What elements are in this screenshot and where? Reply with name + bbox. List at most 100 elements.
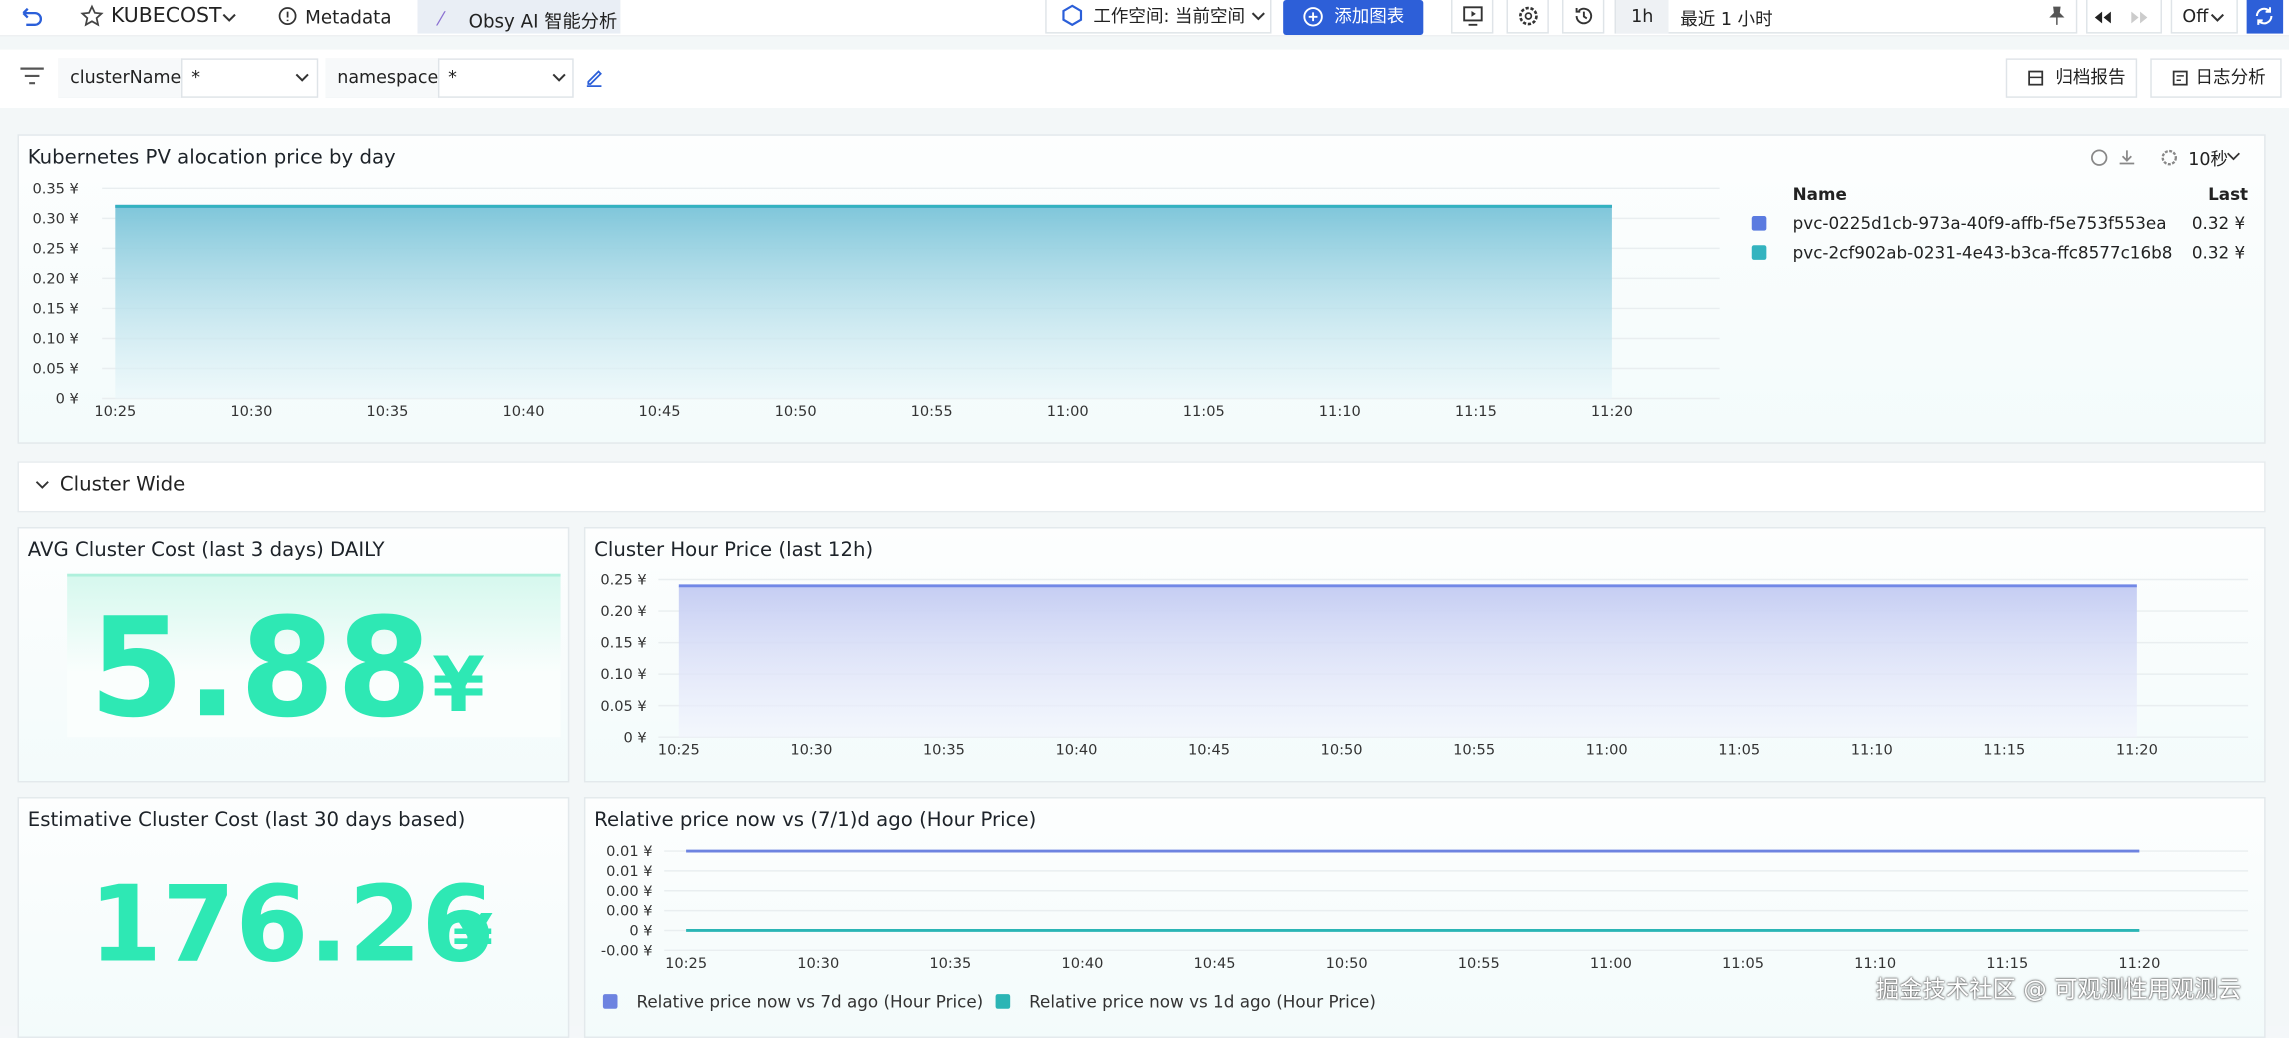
- y-tick-label: 0 ¥: [56, 391, 79, 408]
- workspace-icon: [1062, 4, 1083, 27]
- stat-value: 5.88: [89, 589, 434, 749]
- refresh-label: Off: [2182, 5, 2209, 27]
- x-tick-label: 10:35: [923, 742, 965, 759]
- filter-value[interactable]: *: [191, 67, 200, 88]
- x-tick-label: 10:40: [1061, 955, 1103, 972]
- y-tick-label: 0.35 ¥: [32, 180, 78, 197]
- time-range[interactable]: [1614, 0, 2078, 34]
- filter-icon[interactable]: [19, 66, 45, 86]
- x-tick-label: 11:05: [1722, 955, 1764, 972]
- add-chart-button[interactable]: 添加图表: [1283, 0, 1424, 36]
- info-icon: [278, 7, 297, 25]
- workspace-select[interactable]: 工作空间: 当前空间: [1045, 0, 1272, 34]
- section-row[interactable]: [17, 461, 2266, 513]
- x-tick-label: 10:55: [1453, 742, 1495, 759]
- settings-button[interactable]: [1506, 0, 1549, 34]
- y-tick-label: 0.05 ¥: [32, 361, 78, 378]
- x-tick-label: 10:30: [790, 742, 832, 759]
- panel-title: Relative price now vs (7/1)d ago (Hour P…: [594, 808, 1037, 833]
- x-tick-label: 11:20: [2116, 742, 2158, 759]
- chevron: [2210, 13, 2224, 22]
- legend-label: Relative price now vs 1d ago (Hour Price…: [1029, 991, 1376, 1011]
- y-tick-label: 0.25 ¥: [32, 240, 78, 257]
- legend-label: pvc-0225d1cb-973a-40f9-affb-f5e753f553ea: [1793, 213, 2167, 233]
- x-tick-label: 10:40: [502, 403, 544, 420]
- star-icon[interactable]: [80, 4, 104, 27]
- interval[interactable]: 10秒: [2188, 148, 2229, 170]
- x-tick-label: 10:45: [1194, 955, 1236, 972]
- chevron: [552, 73, 566, 82]
- app-name[interactable]: KUBECOST: [110, 4, 222, 28]
- y-tick-label: 0.05 ¥: [600, 698, 646, 715]
- stat-unit: ¥: [452, 903, 494, 971]
- y-tick-label: 0.00 ¥: [606, 883, 652, 900]
- refresh-select[interactable]: Off: [2170, 0, 2238, 34]
- refresh-icon: [2255, 7, 2273, 25]
- filter-label: clusterName: [58, 58, 183, 98]
- y-tick-label: 0.00 ¥: [606, 903, 652, 920]
- watermark: 掘金技术社区 @ 可观测性用观测云: [1875, 975, 2242, 1003]
- x-tick-label: 11:20: [1591, 403, 1633, 420]
- archive-label: 归档报告: [2055, 67, 2126, 88]
- back-icon[interactable]: [18, 4, 44, 30]
- x-tick-label: 10:35: [929, 955, 971, 972]
- panel-title: Kubernetes PV alocation price by day: [27, 145, 396, 170]
- log-button[interactable]: 日志分析: [2150, 58, 2282, 98]
- panel: Relative price now vs (7/1)d ago (Hour P…: [583, 797, 2266, 1038]
- range-short[interactable]: 1h: [1615, 0, 1669, 34]
- area-fill: [115, 206, 1612, 399]
- pin-icon[interactable]: [2047, 6, 2067, 26]
- x-tick-label: 10:50: [775, 403, 817, 420]
- x-tick-label: 10:25: [658, 742, 700, 759]
- panel-title: AVG Cluster Cost (last 3 days) DAILY: [27, 538, 385, 563]
- plus-icon: [1303, 7, 1323, 27]
- x-tick-label: 11:05: [1183, 403, 1225, 420]
- y-tick-label: 0.10 ¥: [600, 666, 646, 683]
- chevron[interactable]: [220, 10, 238, 25]
- legend-swatch: [995, 994, 1011, 1009]
- log-icon: [2172, 70, 2188, 86]
- x-tick-label: 10:50: [1326, 955, 1368, 972]
- stat-bg: [67, 573, 561, 738]
- legend-swatch: [1751, 216, 1767, 231]
- y-tick-label: 0 ¥: [624, 729, 647, 746]
- x-tick-label: 10:50: [1321, 742, 1363, 759]
- stat-panel: AVG Cluster Cost (last 3 days) DAILY 5.8…: [17, 526, 570, 783]
- x-tick-label: 11:15: [1983, 742, 2025, 759]
- x-tick-label: 11:20: [2118, 955, 2160, 972]
- present-button[interactable]: [1451, 0, 1494, 34]
- y-tick-label: -0.00 ¥: [601, 942, 653, 959]
- edit-icon[interactable]: [584, 67, 604, 88]
- tab[interactable]: Obsy AI 智能分析: [468, 10, 618, 33]
- archive-icon: [2028, 70, 2044, 86]
- panel-title: Estimative Cluster Cost (last 30 days ba…: [27, 808, 466, 833]
- y-tick-label: 0.15 ¥: [600, 635, 646, 652]
- filter-value[interactable]: *: [448, 67, 457, 88]
- ai-icon: ⁄: [439, 7, 443, 30]
- refresh-button[interactable]: [2246, 0, 2284, 34]
- legend-swatch: [1751, 245, 1767, 260]
- x-tick-label: 11:00: [1586, 742, 1628, 759]
- stat-panel: Estimative Cluster Cost (last 30 days ba…: [17, 797, 570, 1038]
- y-tick-label: 0.10 ¥: [32, 331, 78, 348]
- filter-label: namespace: [325, 58, 440, 98]
- panel-icons[interactable]: [2088, 146, 2179, 169]
- chevron: [1251, 12, 1265, 21]
- panel-title: Cluster Hour Price (last 12h): [594, 538, 874, 563]
- tab[interactable]: Metadata: [305, 5, 392, 28]
- x-tick-label: 10:25: [665, 955, 707, 972]
- add-chart-label: 添加图表: [1334, 5, 1405, 27]
- range-label[interactable]: 最近 1 小时: [1680, 8, 1773, 30]
- section-title[interactable]: Cluster Wide: [59, 472, 186, 497]
- toolbar-icons: [1463, 6, 1483, 26]
- tab-active[interactable]: [417, 0, 621, 34]
- stat-unit: ¥: [432, 642, 485, 730]
- x-tick-label: 10:45: [1188, 742, 1230, 759]
- archive-button[interactable]: 归档报告: [2005, 58, 2138, 98]
- area-fill: [678, 585, 2137, 738]
- x-tick-label: 11:10: [1854, 955, 1896, 972]
- x-tick-label: 11:10: [1851, 742, 1893, 759]
